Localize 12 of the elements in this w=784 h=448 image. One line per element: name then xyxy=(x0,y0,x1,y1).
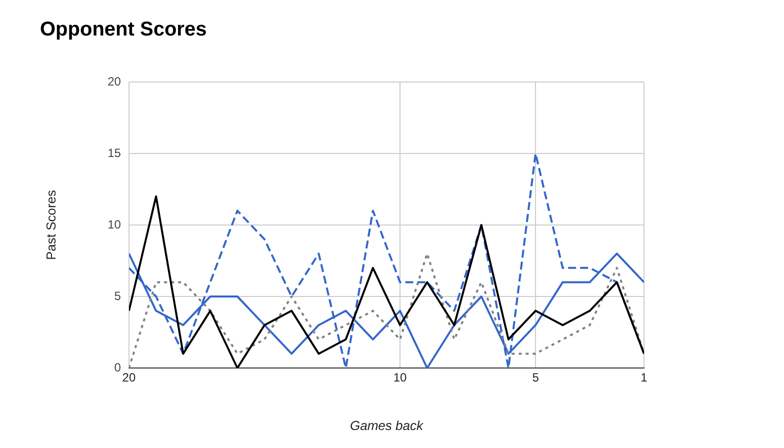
y-tick-label: 15 xyxy=(108,146,122,160)
x-axis-title: Games back xyxy=(350,418,424,433)
y-axis-title: Past Scores xyxy=(43,189,58,260)
y-tick-label: 20 xyxy=(108,74,122,88)
y-tick-label: 0 xyxy=(114,360,122,374)
x-tick-label: 5 xyxy=(532,370,540,385)
y-tick-label: 10 xyxy=(108,217,122,232)
line-series xyxy=(128,152,644,368)
chart-title: Opponent Scores xyxy=(40,18,207,41)
y-tick-label: 5 xyxy=(114,288,122,303)
x-tick-label: 1 xyxy=(640,370,648,385)
x-tick-label: 10 xyxy=(393,370,408,385)
